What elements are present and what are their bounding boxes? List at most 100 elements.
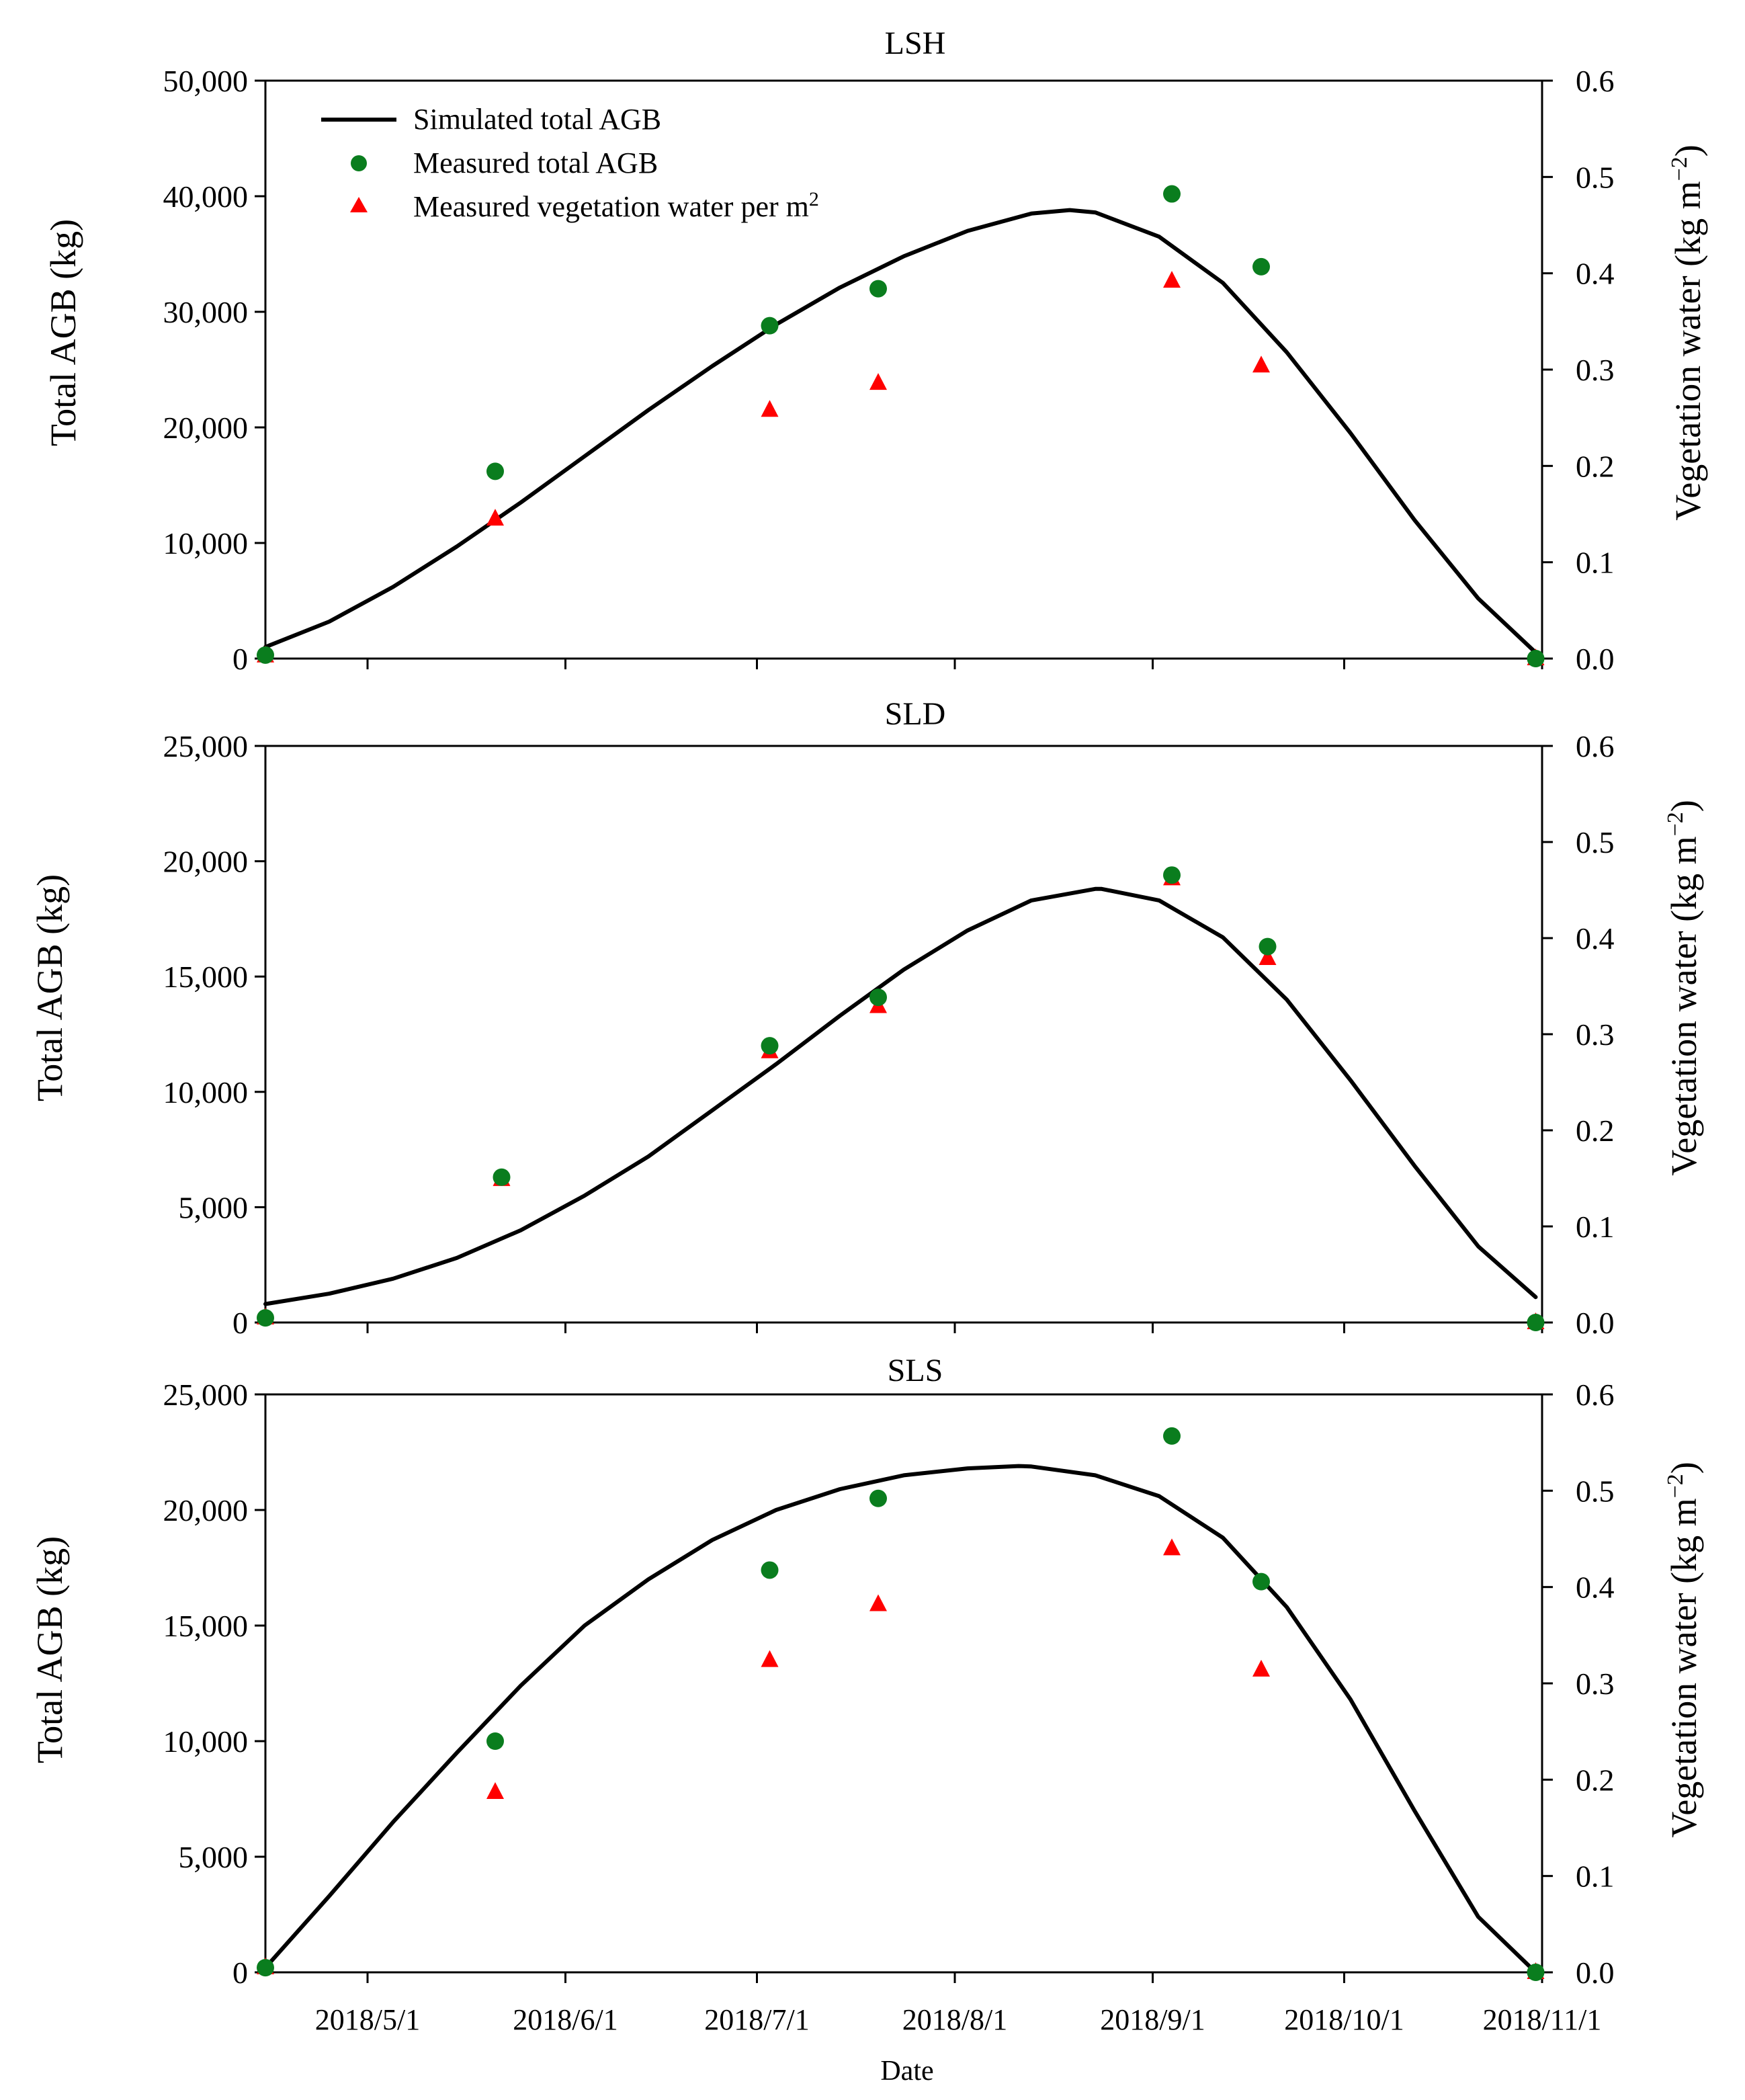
agb-circle-point	[869, 1489, 887, 1507]
y-tick-label: 15,000	[163, 1609, 249, 1643]
y-tick-label: 20,000	[163, 1493, 249, 1527]
y2-tick-label: 0.5	[1576, 1474, 1615, 1508]
water-triangle-point	[1252, 355, 1270, 373]
y2-tick-label: 0.0	[1576, 1956, 1615, 1990]
water-triangle-point	[869, 1594, 887, 1611]
y-tick-label: 5,000	[179, 1840, 249, 1874]
water-triangle-point	[1163, 271, 1181, 288]
y-tick-label: 10,000	[163, 1724, 249, 1759]
plot-area-lsh: 0 10,000 20,000 30,000 40,000 50,000 0.0 0.1 0.2…	[163, 64, 1615, 676]
legend-triangle-swatch	[350, 197, 368, 212]
y2-tick-label: 0.0	[1576, 642, 1615, 676]
agb-circle-point	[1163, 1427, 1181, 1445]
y-axis-title-left: Total AGB (kg)	[43, 219, 83, 446]
y-tick-label: 5,000	[179, 1190, 249, 1224]
panel-title: LSH	[885, 26, 946, 61]
y-tick-label: 10,000	[163, 526, 249, 560]
legend: Simulated total AGB Measured total AGB M…	[321, 103, 819, 223]
y-tick-label: 0	[232, 1306, 248, 1340]
legend-label-simulated: Simulated total AGB	[413, 103, 661, 136]
y2-title-sup: −2	[1663, 1474, 1688, 1498]
water-triangle-point	[761, 1650, 779, 1667]
legend-water-sup: 2	[809, 188, 819, 210]
y-axis-title-left: Total AGB (kg)	[30, 1536, 70, 1763]
x-tick-label: 2018/5/1	[315, 2003, 420, 2036]
water-triangle-point	[486, 1781, 504, 1799]
y2-title-end: )	[1664, 1462, 1704, 1474]
y2-tick-label: 0.5	[1576, 825, 1615, 859]
y2-tick-label: 0.6	[1576, 1378, 1615, 1412]
y2-title-main: Vegetation water (kg m	[1664, 1498, 1704, 1837]
panel-sld: SLD Total AGB (kg) Vegetation water (kg …	[30, 696, 1704, 1340]
y-tick-label: 15,000	[163, 960, 249, 994]
plot-area-sld: 0 5,000 10,000 15,000 20,000 25,000 0.0 0.1 0.2 0…	[163, 729, 1615, 1340]
y2-tick-label: 0.4	[1576, 1570, 1615, 1605]
legend-label-measured-water: Measured vegetation water per m2	[413, 188, 819, 223]
agb-circle-point	[257, 1959, 274, 1977]
y2-tick-label: 0.2	[1576, 1763, 1615, 1797]
y2-tick-label: 0.3	[1576, 1667, 1615, 1701]
y-tick-label: 25,000	[163, 1378, 249, 1412]
legend-water-text: Measured vegetation water per m	[413, 190, 809, 223]
x-tick-label: 2018/7/1	[704, 2003, 809, 2036]
y2-tick-label: 0.1	[1576, 1210, 1615, 1244]
agb-circle-point	[869, 989, 887, 1007]
y2-title-sup: −2	[1667, 157, 1692, 181]
agb-circle-point	[1527, 650, 1545, 667]
agb-circle-point	[761, 317, 779, 335]
panel-lsh: LSH Total AGB (kg) Vegetation water (kg …	[43, 26, 1708, 676]
water-triangle-point	[1163, 1538, 1181, 1556]
y2-tick-label: 0.2	[1576, 449, 1615, 483]
water-triangle-point	[1259, 948, 1277, 966]
agb-circle-point	[1163, 185, 1181, 203]
agb-circle-point	[761, 1037, 779, 1055]
x-axis-title: Date	[880, 2056, 933, 2087]
legend-circle-swatch	[351, 155, 367, 171]
x-axis-tick-labels: 2018/5/1 2018/6/1 2018/7/1 2018/8/1 2018/9/1…	[315, 2003, 1602, 2036]
y-tick-label: 20,000	[163, 845, 249, 879]
y2-tick-label: 0.2	[1576, 1114, 1615, 1148]
agb-circle-point	[1252, 1572, 1270, 1591]
y2-title-end: )	[1668, 144, 1708, 157]
agb-circle-point	[1527, 1314, 1545, 1331]
agb-circle-point	[1259, 937, 1277, 956]
y-axis-title-right: Vegetation water (kg m−2)	[1663, 1462, 1704, 1838]
water-triangle-point	[761, 400, 779, 417]
agb-circle-point	[869, 280, 887, 298]
y2-tick-label: 0.5	[1576, 160, 1615, 194]
y-tick-label: 30,000	[163, 295, 249, 329]
agb-circle-point	[257, 1309, 274, 1327]
agb-circle-point	[257, 646, 274, 664]
agb-circle-point	[1163, 866, 1181, 884]
y2-tick-label: 0.3	[1576, 353, 1615, 387]
x-tick-label: 2018/6/1	[513, 2003, 618, 2036]
panel-title: SLD	[885, 696, 946, 732]
legend-label-measured-agb: Measured total AGB	[413, 146, 658, 179]
simulated-agb-line	[263, 886, 1538, 1306]
panel-sls: SLS Total AGB (kg) Vegetation water (kg …	[30, 1353, 1704, 1990]
agb-circle-point	[486, 462, 504, 480]
y-axis-title-right: Vegetation water (kg m−2)	[1663, 800, 1704, 1176]
y-axis-title-left: Total AGB (kg)	[30, 874, 70, 1101]
y-tick-label: 20,000	[163, 411, 249, 445]
y2-title-sup: −2	[1663, 812, 1688, 836]
y2-tick-label: 0.6	[1576, 64, 1615, 98]
y-tick-label: 10,000	[163, 1075, 249, 1109]
water-triangle-point	[1252, 1659, 1270, 1677]
y2-tick-label: 0.1	[1576, 546, 1615, 580]
y-tick-label: 40,000	[163, 179, 249, 214]
y2-tick-label: 0.4	[1576, 921, 1615, 956]
water-triangle-point	[869, 373, 887, 390]
x-tick-label: 2018/11/1	[1483, 2003, 1602, 2036]
x-tick-label: 2018/10/1	[1284, 2003, 1404, 2036]
agb-circle-point	[1252, 257, 1270, 276]
x-tick-label: 2018/9/1	[1100, 2003, 1205, 2036]
y2-tick-label: 0.6	[1576, 729, 1615, 763]
y-axis-title-right: Vegetation water (kg m−2)	[1667, 144, 1708, 521]
y-tick-label: 0	[232, 1956, 248, 1990]
plot-area-sls: 0 5,000 10,000 15,000 20,000 25,000 0.0 0.1 0.2 0…	[163, 1378, 1615, 1990]
agb-circle-point	[486, 1732, 504, 1750]
y2-title-main: Vegetation water (kg m	[1664, 836, 1704, 1175]
